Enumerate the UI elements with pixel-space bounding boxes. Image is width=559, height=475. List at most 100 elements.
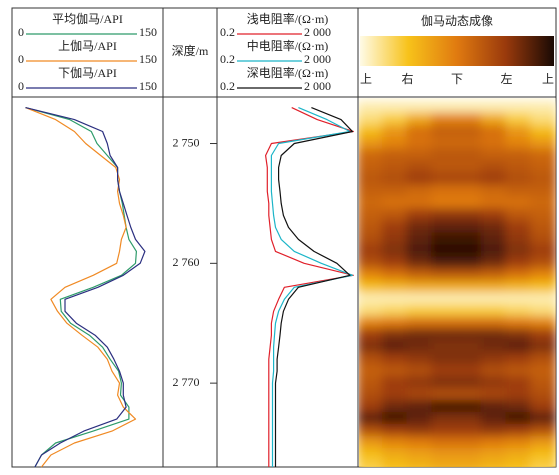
image-cell: [431, 304, 458, 319]
image-cell: [431, 256, 458, 271]
image-cell: [381, 208, 409, 223]
image-cell: [530, 112, 556, 127]
image-cell: [406, 400, 434, 415]
image-cell: [406, 112, 434, 127]
image-cells: [359, 100, 556, 467]
image-cell: [456, 388, 483, 403]
image-cell: [381, 256, 409, 271]
image-cell: [480, 280, 508, 295]
image-cell: [406, 424, 434, 439]
image-cell: [381, 292, 409, 307]
scale-max: 2 000: [304, 79, 331, 93]
image-cell: [359, 244, 384, 259]
image-cell: [530, 220, 556, 235]
image-cell: [359, 448, 384, 463]
image-cell: [480, 292, 508, 307]
image-cell: [480, 148, 508, 163]
image-cell: [480, 196, 508, 211]
image-cell: [406, 268, 434, 283]
image-cell: [505, 220, 533, 235]
image-cell: [456, 208, 483, 223]
image-cell: [456, 340, 483, 355]
image-cell: [456, 160, 483, 175]
image-cell: [431, 136, 458, 151]
image-cell: [530, 460, 556, 467]
scale-min: 0: [18, 79, 24, 93]
image-cell: [456, 124, 483, 139]
image-cell: [406, 136, 434, 151]
image-cell: [431, 376, 458, 391]
image-cell: [505, 232, 533, 247]
image-cell: [431, 148, 458, 163]
image-cell: [505, 292, 533, 307]
image-cell: [359, 292, 384, 307]
image-cell: [480, 172, 508, 187]
image-cell: [406, 460, 434, 467]
image-cell: [406, 280, 434, 295]
image-cell: [456, 352, 483, 367]
image-cell: [359, 268, 384, 283]
log-curve: [265, 107, 354, 467]
image-cell: [530, 376, 556, 391]
image-cell: [480, 460, 508, 467]
image-cell: [359, 172, 384, 187]
image-cell: [359, 412, 384, 427]
image-cell: [431, 244, 458, 259]
image-cell: [406, 448, 434, 463]
image-cell: [381, 196, 409, 211]
image-cell: [530, 328, 556, 343]
image-cell: [381, 340, 409, 355]
depth-tick-label: 2 750: [173, 135, 200, 149]
image-cell: [505, 364, 533, 379]
image-cell: [480, 400, 508, 415]
image-cell: [406, 412, 434, 427]
image-cell: [530, 292, 556, 307]
image-cell: [431, 352, 458, 367]
image-cell: [505, 244, 533, 259]
image-cell: [456, 196, 483, 211]
scale-max: 150: [139, 79, 157, 93]
image-cell: [480, 364, 508, 379]
colorbar: [360, 36, 554, 66]
image-cell: [406, 124, 434, 139]
image-cell: [480, 112, 508, 127]
image-cell: [456, 280, 483, 295]
image-cell: [530, 100, 556, 115]
image-cell: [480, 244, 508, 259]
image-cell: [431, 196, 458, 211]
image-cell: [530, 412, 556, 427]
image-cell: [381, 316, 409, 331]
image-cell: [530, 400, 556, 415]
legend-label: 平均伽马/API: [52, 11, 123, 26]
scale-max: 2 000: [304, 52, 331, 66]
image-cell: [381, 424, 409, 439]
image-cell: [505, 196, 533, 211]
image-cell: [505, 460, 533, 467]
image-cell: [431, 316, 458, 331]
image-cell: [530, 148, 556, 163]
image-cell: [431, 448, 458, 463]
image-cell: [431, 100, 458, 115]
image-cell: [406, 232, 434, 247]
image-cell: [480, 388, 508, 403]
image-cell: [456, 376, 483, 391]
image-cell: [431, 112, 458, 127]
image-cell: [530, 124, 556, 139]
image-cell: [406, 160, 434, 175]
image-cell: [480, 304, 508, 319]
azimuth-label: 下: [451, 72, 463, 86]
image-cell: [480, 412, 508, 427]
image-cell: [431, 328, 458, 343]
image-cell: [530, 244, 556, 259]
image-cell: [381, 280, 409, 295]
image-cell: [456, 304, 483, 319]
image-cell: [359, 328, 384, 343]
image-cell: [505, 388, 533, 403]
image-cell: [406, 220, 434, 235]
image-cell: [530, 208, 556, 223]
image-cell: [431, 340, 458, 355]
image-cell: [505, 268, 533, 283]
image-cell: [480, 220, 508, 235]
image-cell: [359, 364, 384, 379]
